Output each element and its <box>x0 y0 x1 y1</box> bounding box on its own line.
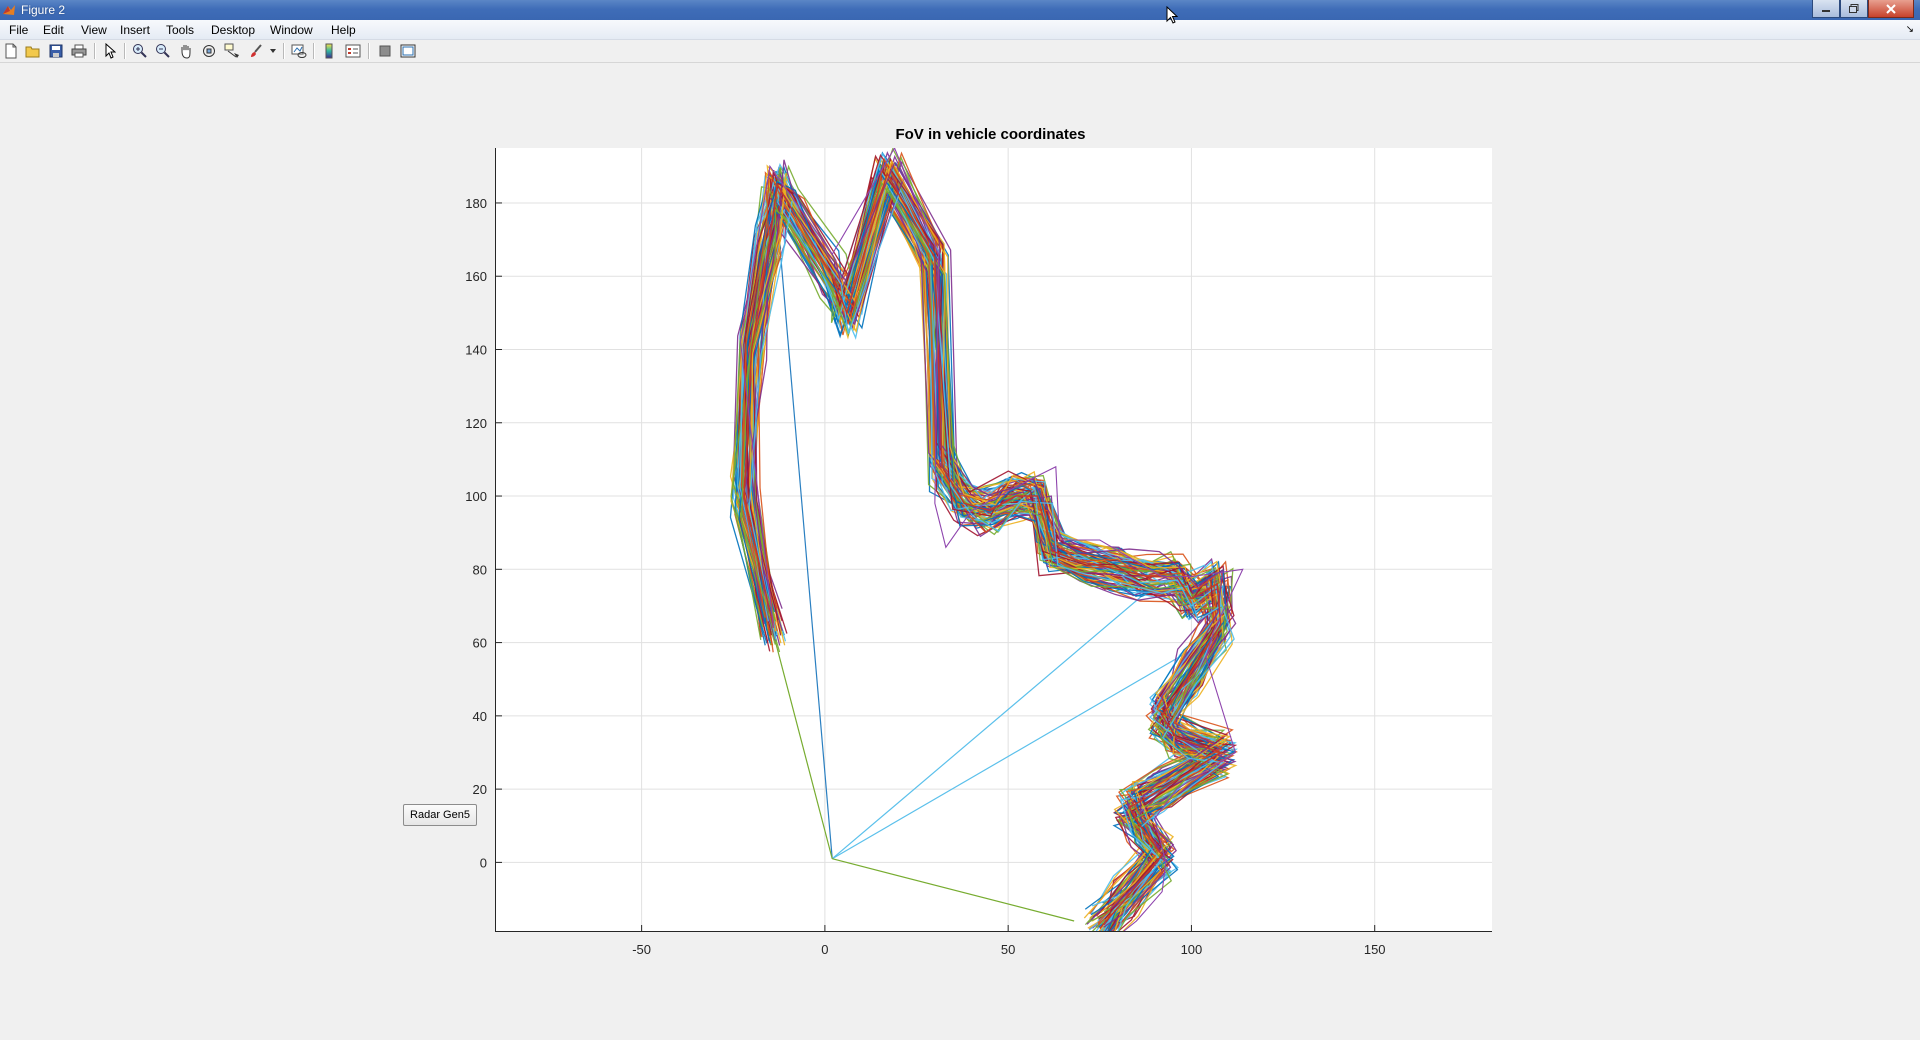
brush-icon[interactable] <box>247 42 265 60</box>
fov-line <box>780 257 833 859</box>
print-icon[interactable] <box>70 42 88 60</box>
close-icon <box>1886 3 1896 14</box>
plot-title: FoV in vehicle coordinates <box>895 126 1086 143</box>
fov-boundary-series <box>757 162 1235 926</box>
save-icon[interactable] <box>47 42 65 60</box>
fov-boundary-series <box>743 183 1236 932</box>
fov-outer-envelope <box>740 148 1244 932</box>
menu-view[interactable]: View <box>81 23 107 37</box>
menu-help[interactable]: Help <box>331 23 356 37</box>
window-title-bar[interactable]: Figure 2 <box>0 0 1920 20</box>
x-tick-label: 150 <box>1364 942 1386 957</box>
legend-icon[interactable] <box>344 42 362 60</box>
y-tick-label: 0 <box>480 855 487 870</box>
toolbar-separator <box>313 43 315 59</box>
toolbar-separator <box>283 43 285 59</box>
y-tick-label: 100 <box>465 489 487 504</box>
fov-boundary-main <box>743 171 1223 929</box>
plot-canvas[interactable] <box>495 148 1492 932</box>
y-tick-label: 20 <box>473 782 487 797</box>
y-tick-label: 80 <box>473 562 487 577</box>
toolbar-separator <box>124 43 126 59</box>
y-tick-label: 160 <box>465 269 487 284</box>
fov-line <box>832 858 1075 922</box>
fov-line <box>831 590 1148 860</box>
x-tick-label: 100 <box>1181 942 1203 957</box>
x-tick-label: 0 <box>821 942 828 957</box>
close-button[interactable] <box>1868 0 1914 18</box>
radar-gen5-button[interactable]: Radar Gen5 <box>403 804 477 826</box>
y-tick-label: 60 <box>473 636 487 651</box>
matlab-app-icon <box>3 5 15 15</box>
rotate-3d-icon[interactable] <box>200 42 218 60</box>
dock-figure-icon[interactable]: ↘ <box>1905 24 1914 35</box>
minimize-icon <box>1822 9 1830 12</box>
open-file-icon[interactable] <box>24 42 42 60</box>
menu-edit[interactable]: Edit <box>43 23 64 37</box>
minimize-button[interactable] <box>1812 0 1840 18</box>
fov-boundary-series <box>740 157 1223 924</box>
hide-plot-tools-icon[interactable] <box>376 42 394 60</box>
zoom-in-icon[interactable] <box>131 42 149 60</box>
edit-plot-icon[interactable] <box>101 42 119 60</box>
window-title: Figure 2 <box>21 3 66 17</box>
fov-boundary-series <box>740 186 1230 932</box>
toolbar-separator <box>368 43 370 59</box>
fov-boundary-series <box>751 159 1224 910</box>
toolbar-separator <box>94 43 96 59</box>
menu-desktop[interactable]: Desktop <box>211 23 256 37</box>
window-controls <box>1812 0 1914 18</box>
fov-boundary-series <box>748 188 1235 932</box>
fov-boundary-series <box>750 179 1232 932</box>
y-tick-label: 120 <box>465 416 487 431</box>
figure-toolbar <box>0 40 1920 63</box>
fov-boundary-series <box>747 168 1238 925</box>
colorbar-icon[interactable] <box>320 42 338 60</box>
plot-axes[interactable] <box>495 148 1492 932</box>
y-tick-label: 180 <box>465 196 487 211</box>
mouse-cursor-icon <box>1166 6 1178 24</box>
fov-line <box>769 620 833 859</box>
link-plot-icon[interactable] <box>290 42 308 60</box>
chevron-down-icon[interactable] <box>268 42 278 60</box>
y-tick-label: 140 <box>465 342 487 357</box>
fov-line <box>831 649 1192 860</box>
menu-window[interactable]: Window <box>270 23 313 37</box>
menu-bar: File Edit View Insert Tools Desktop Wind… <box>0 20 1920 40</box>
menu-insert[interactable]: Insert <box>120 23 151 37</box>
new-figure-icon[interactable] <box>2 42 20 60</box>
maximize-button[interactable] <box>1840 0 1868 18</box>
x-tick-label: 50 <box>1001 942 1015 957</box>
zoom-out-icon[interactable] <box>154 42 172 60</box>
data-cursor-icon[interactable] <box>223 42 241 60</box>
pan-icon[interactable] <box>177 42 195 60</box>
menu-tools[interactable]: Tools <box>166 23 195 37</box>
y-tick-label: 40 <box>473 709 487 724</box>
restore-icon <box>1849 4 1859 13</box>
menu-file[interactable]: File <box>9 23 29 37</box>
x-tick-label: -50 <box>632 942 651 957</box>
show-plot-tools-icon[interactable] <box>399 42 417 60</box>
